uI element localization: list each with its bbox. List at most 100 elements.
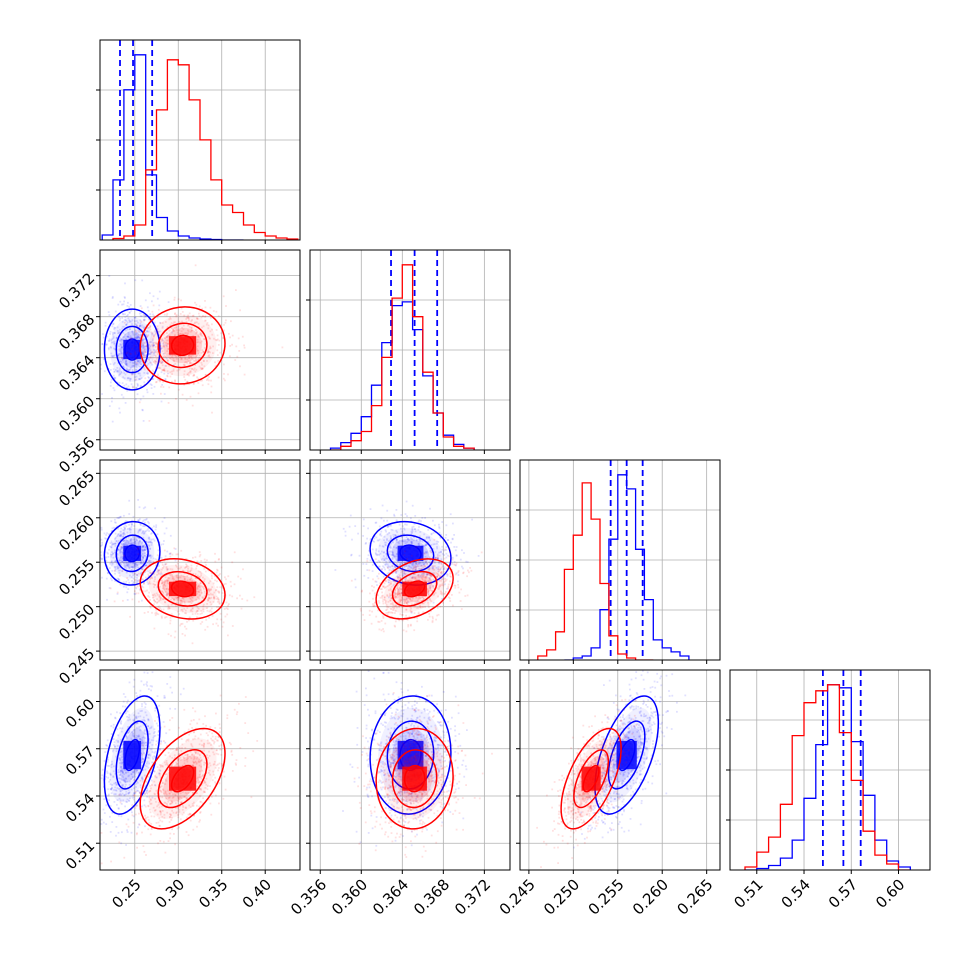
density-peak <box>169 581 197 597</box>
grid <box>310 670 510 870</box>
grid <box>730 670 930 870</box>
y-tick-label: 0.356 <box>55 433 98 476</box>
histogram-series-1 <box>330 264 475 450</box>
x-tick-label: 0.54 <box>778 876 814 912</box>
panel-frame <box>309 459 511 661</box>
panel-3-2: 0.245 0.250 0.255 0.260 0.265 <box>496 669 721 919</box>
histogram-series-0 <box>564 474 690 660</box>
panel-frame <box>519 459 721 661</box>
histogram-series-0 <box>101 54 244 240</box>
contour-series-0-level-1 <box>115 325 149 374</box>
contour-series-1-level-2 <box>560 727 622 830</box>
grid <box>100 250 300 450</box>
contour-series-1-level-1 <box>391 749 438 809</box>
panel-frame <box>99 39 301 241</box>
panel-0-0 <box>96 39 301 244</box>
grid <box>100 670 300 870</box>
x-tick-label: 0.255 <box>585 876 628 919</box>
panel-frame <box>519 669 721 871</box>
y-tick-label: 0.57 <box>62 742 98 778</box>
histogram-series-1 <box>112 59 299 240</box>
panel-frame <box>309 249 511 451</box>
contour-series-1-level-1 <box>157 322 208 369</box>
x-tick-label: 0.265 <box>673 876 716 919</box>
contour-series-0-level-0 <box>124 338 141 361</box>
density-peak <box>123 339 142 360</box>
contour-series-0-level-2 <box>369 520 452 586</box>
contour-series-1-level-2 <box>375 558 454 620</box>
contour-series-1-level-0 <box>170 334 195 357</box>
y-tick-label: 0.245 <box>55 645 98 688</box>
contour-series-1-level-0 <box>403 580 426 598</box>
panel-1-1 <box>306 249 511 454</box>
x-tick-label: 0.368 <box>410 876 453 919</box>
y-tick-label: 0.364 <box>55 351 98 394</box>
y-tick-label: 0.51 <box>62 837 98 873</box>
histogram-series-1 <box>537 482 654 660</box>
y-tick-label: 0.60 <box>62 695 98 731</box>
grid <box>310 460 510 660</box>
panel-3-3: 0.51 0.54 0.57 0.60 <box>726 669 931 912</box>
panel-frame <box>309 669 511 871</box>
y-tick-label: 0.265 <box>55 467 98 510</box>
contour-series-1-level-1 <box>391 570 438 607</box>
y-tick-label: 0.260 <box>55 511 98 554</box>
contour-series-0-level-1 <box>115 720 149 790</box>
x-tick-label: 0.51 <box>730 876 766 912</box>
x-tick-label: 0.250 <box>540 876 583 919</box>
contour-series-1-level-0 <box>170 764 195 793</box>
panel-frame <box>99 249 301 451</box>
histogram-series-0 <box>745 684 911 870</box>
y-tick-label: 0.372 <box>55 269 98 312</box>
density-peak <box>581 766 601 791</box>
y-tick-label: 0.54 <box>62 790 98 826</box>
contour-series-1-level-2 <box>375 727 454 830</box>
panel-frame <box>729 669 931 871</box>
contour-series-1-level-2 <box>139 727 226 830</box>
panel-2-2 <box>516 459 721 664</box>
x-tick-label: 0.57 <box>825 876 861 912</box>
x-tick-label: 0.30 <box>152 876 188 912</box>
contour-series-0-level-0 <box>124 738 141 772</box>
grid <box>520 460 720 660</box>
panel-3-0: 0.51 0.54 0.57 0.60 0.25 0.30 0.35 0.40 <box>62 669 301 912</box>
panel-frame <box>99 459 301 661</box>
contour-series-0-level-2 <box>594 695 660 815</box>
x-tick-label: 0.35 <box>195 876 231 912</box>
contour-series-1-level-0 <box>403 764 426 793</box>
grid <box>100 460 300 660</box>
y-tick-label: 0.360 <box>55 392 98 435</box>
panel-2-1 <box>306 459 511 664</box>
contour-series-0-level-1 <box>607 720 646 790</box>
contour-series-0-level-2 <box>103 308 161 391</box>
x-tick-label: 0.360 <box>328 876 371 919</box>
contour-series-1-level-1 <box>573 749 610 809</box>
density-peak <box>397 545 424 561</box>
contour-series-0-level-0 <box>399 544 422 563</box>
density-peak <box>169 336 197 355</box>
grid <box>310 250 510 450</box>
contour-series-0-level-2 <box>103 520 161 586</box>
density-peak <box>123 545 142 561</box>
contour-series-1-level-2 <box>139 558 226 620</box>
y-tick-label: 0.368 <box>55 310 98 353</box>
y-tick-label: 0.250 <box>55 600 98 643</box>
x-tick-label: 0.260 <box>629 876 672 919</box>
panel-frame <box>99 669 301 871</box>
x-tick-label: 0.364 <box>369 876 412 919</box>
histogram-series-1 <box>744 684 911 870</box>
x-tick-label: 0.372 <box>451 876 494 919</box>
x-tick-label: 0.25 <box>108 876 144 912</box>
x-tick-label: 0.245 <box>496 876 539 919</box>
contour-series-0-level-1 <box>115 534 149 573</box>
y-tick-label: 0.255 <box>55 556 98 599</box>
contour-series-1-level-0 <box>582 764 600 793</box>
contour-series-1-level-2 <box>139 306 226 385</box>
x-tick-label: 0.356 <box>287 876 330 919</box>
contour-series-0-level-0 <box>124 544 141 563</box>
contour-series-1-level-0 <box>170 580 195 598</box>
